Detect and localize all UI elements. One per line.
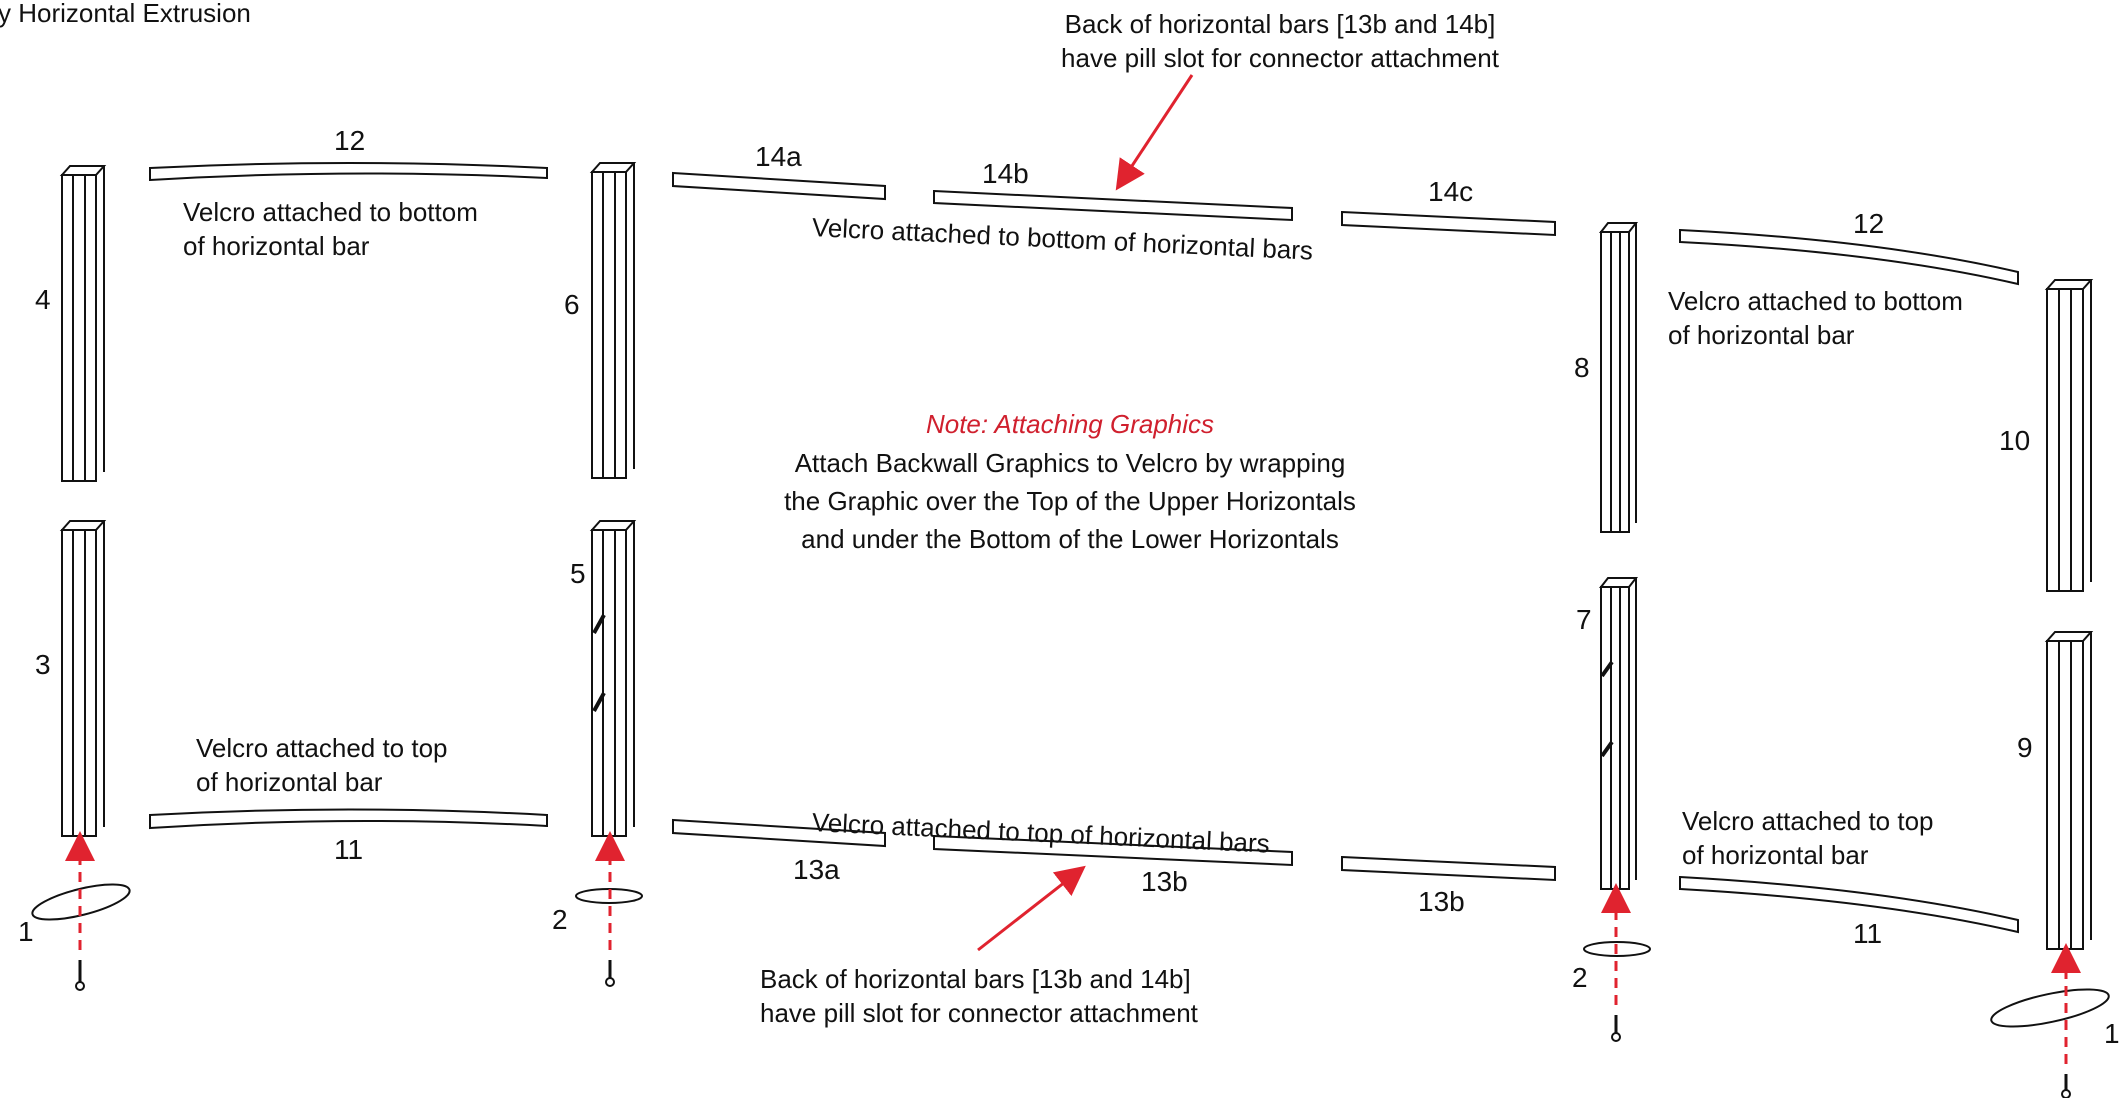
screw-right-2: [1611, 1015, 1621, 1042]
post-7: [1598, 577, 1639, 890]
label-base-1-left: 1: [18, 916, 34, 947]
label-bar-14b: 14b: [982, 158, 1029, 189]
velcro-bottom-right-line2: of horizontal bar: [1668, 320, 1855, 350]
velcro-bottom-right-line1: Velcro attached to bottom: [1668, 286, 1963, 316]
bar-14c: [1341, 210, 1556, 237]
velcro-top-right-line1: Velcro attached to top: [1682, 806, 1934, 836]
bar-14a: [672, 171, 886, 201]
label-bar-11-right: 11: [1853, 918, 1883, 949]
label-post-10: 10: [1999, 425, 2031, 456]
label-bar-13b-center: 13b: [1141, 866, 1188, 897]
pill-slot-arrow-bottom: [977, 865, 1086, 952]
label-post-7: 7: [1576, 604, 1592, 635]
label-bar-13a: 13a: [793, 854, 840, 885]
bar-12-left: [149, 162, 548, 182]
label-post-8: 8: [1574, 352, 1590, 383]
label-bar-12-right: 12: [1853, 208, 1885, 239]
pill-slot-arrow-top: [1115, 74, 1194, 191]
screw-right-1: [2061, 1074, 2071, 1098]
post-8: [1598, 222, 1639, 533]
base-plate-1-right: [1990, 988, 2110, 1028]
bar-13b-center: [933, 834, 1293, 867]
label-bar-12-left: 12: [334, 125, 366, 156]
velcro-top-left-line2: of horizontal bar: [196, 767, 383, 797]
post-5: [589, 520, 637, 837]
callout-pill-slot-top-line1: Back of horizontal bars [13b and 14b]: [1064, 9, 1496, 39]
bar-11-left: [149, 808, 548, 830]
bar-13b-right: [1341, 855, 1556, 882]
bar-13a: [672, 818, 886, 848]
label-post-6: 6: [564, 289, 580, 320]
label-base-2-right: 2: [1572, 962, 1588, 993]
post-3: [59, 520, 107, 837]
callout-pill-slot-bottom-line1: Back of horizontal bars [13b and 14b]: [760, 964, 1191, 994]
post-6: [589, 162, 637, 479]
label-post-4: 4: [35, 284, 51, 315]
post-9: [2044, 631, 2094, 950]
callout-pill-slot-top-line2: have pill slot for connector attachment: [1061, 43, 1499, 73]
note-title: Note: Attaching Graphics: [925, 409, 1215, 439]
callout-pill-slot-bottom-line2: have pill slot for connector attachment: [760, 998, 1198, 1028]
label-post-3: 3: [35, 649, 51, 680]
velcro-bottom-left-line2: of horizontal bar: [183, 231, 370, 261]
velcro-bottom-left-line1: Velcro attached to bottom: [183, 197, 478, 227]
bar-12-right: [1679, 228, 2019, 286]
label-post-9: 9: [2017, 732, 2033, 763]
bar-11-right: [1679, 875, 2019, 934]
diagram-title: y Horizontal Extrusion: [0, 0, 251, 28]
note-line3: and under the Bottom of the Lower Horizo…: [801, 524, 1339, 554]
screw-left-2: [605, 960, 615, 987]
label-base-2-left: 2: [552, 904, 568, 935]
post-4: [59, 165, 107, 482]
note-line1: Attach Backwall Graphics to Velcro by wr…: [794, 448, 1346, 478]
screw-left-1: [75, 960, 85, 991]
label-post-5: 5: [570, 558, 586, 589]
note-line2: the Graphic over the Top of the Upper Ho…: [784, 486, 1356, 516]
label-bar-11-left: 11: [334, 834, 364, 865]
post-10: [2044, 279, 2094, 592]
bar-14b: [933, 189, 1293, 222]
base-plate-1-left: [31, 883, 131, 921]
label-bar-14c: 14c: [1428, 176, 1474, 207]
velcro-top-right-line2: of horizontal bar: [1682, 840, 1869, 870]
label-bar-14a: 14a: [755, 141, 802, 172]
label-bar-13b-right: 13b: [1418, 886, 1465, 917]
velcro-top-left-line1: Velcro attached to top: [196, 733, 448, 763]
label-base-1-right: 1: [2104, 1018, 2120, 1049]
